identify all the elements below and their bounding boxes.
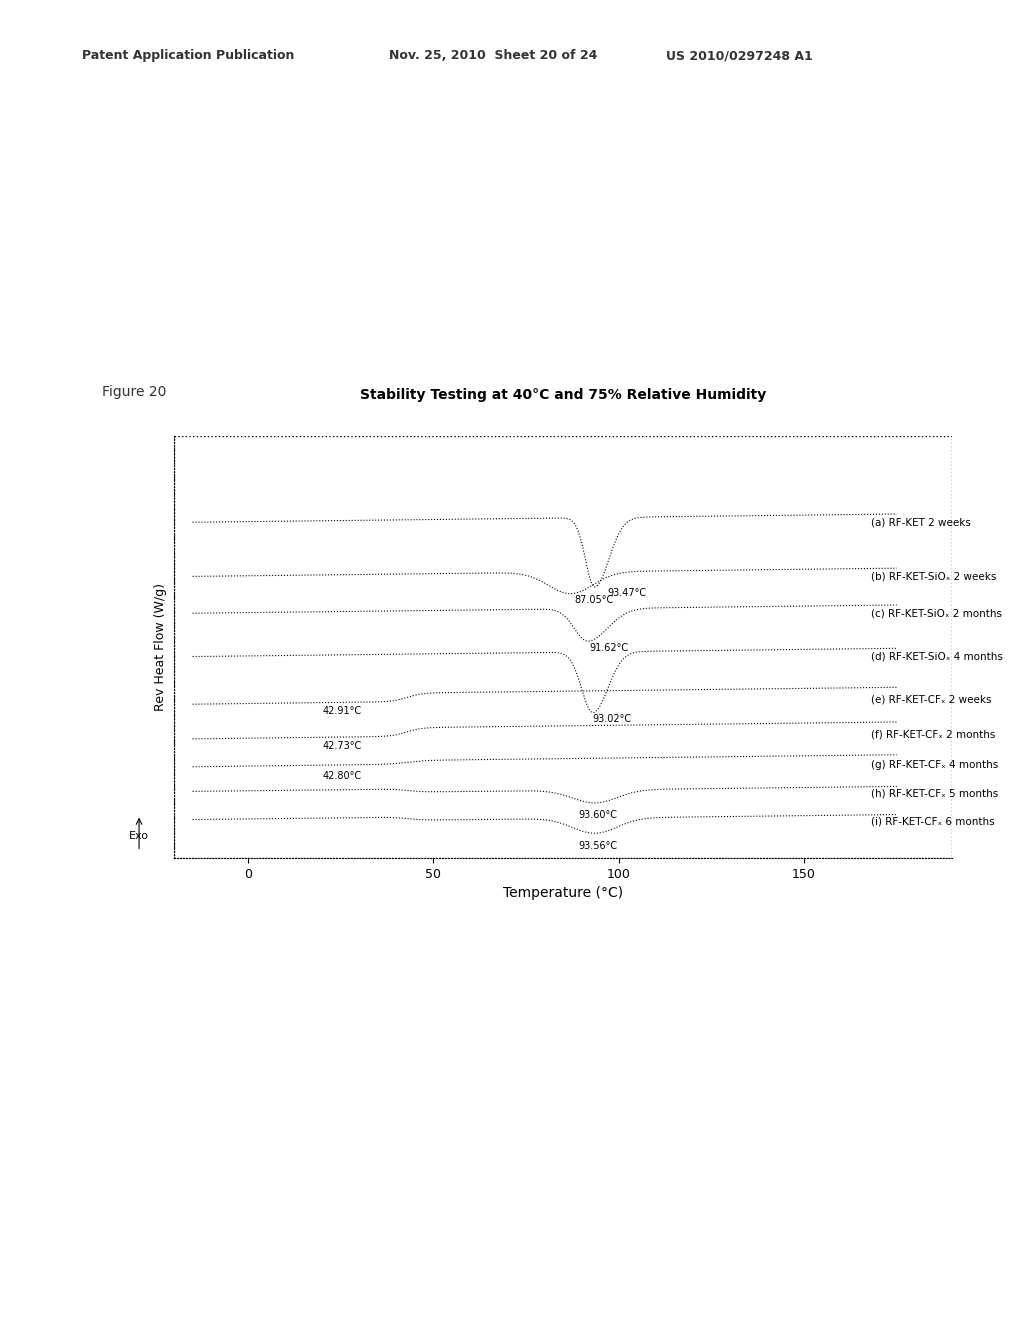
Y-axis label: Rev Heat Flow (W/g): Rev Heat Flow (W/g)	[155, 583, 167, 710]
Text: Patent Application Publication: Patent Application Publication	[82, 49, 294, 62]
Text: 91.62°C: 91.62°C	[589, 643, 629, 653]
Text: (i) RF-KET-CFₓ 6 months: (i) RF-KET-CFₓ 6 months	[870, 816, 994, 826]
Text: (g) RF-KET-CFₓ 4 months: (g) RF-KET-CFₓ 4 months	[870, 760, 998, 770]
X-axis label: Temperature (°C): Temperature (°C)	[503, 886, 624, 900]
Text: 42.91°C: 42.91°C	[323, 706, 361, 717]
Text: Stability Testing at 40°C and 75% Relative Humidity: Stability Testing at 40°C and 75% Relati…	[360, 388, 766, 401]
Text: (h) RF-KET-CFₓ 5 months: (h) RF-KET-CFₓ 5 months	[870, 788, 998, 799]
Text: US 2010/0297248 A1: US 2010/0297248 A1	[666, 49, 812, 62]
Text: Exo: Exo	[129, 830, 150, 841]
Text: (e) RF-KET-CFₓ 2 weeks: (e) RF-KET-CFₓ 2 weeks	[870, 694, 991, 705]
Text: (a) RF-KET 2 weeks: (a) RF-KET 2 weeks	[870, 517, 971, 527]
Text: Nov. 25, 2010  Sheet 20 of 24: Nov. 25, 2010 Sheet 20 of 24	[389, 49, 597, 62]
Text: Figure 20: Figure 20	[102, 385, 167, 399]
Text: 42.80°C: 42.80°C	[323, 771, 361, 781]
Text: (b) RF-KET-SiOₓ 2 weeks: (b) RF-KET-SiOₓ 2 weeks	[870, 572, 996, 581]
Text: (f) RF-KET-CFₓ 2 months: (f) RF-KET-CFₓ 2 months	[870, 730, 995, 739]
Text: (c) RF-KET-SiOₓ 2 months: (c) RF-KET-SiOₓ 2 months	[870, 609, 1001, 618]
Text: 93.47°C: 93.47°C	[607, 589, 647, 598]
Text: 42.73°C: 42.73°C	[323, 741, 361, 751]
Text: 93.56°C: 93.56°C	[578, 841, 617, 850]
Bar	[174, 436, 952, 858]
Text: (d) RF-KET-SiOₓ 4 months: (d) RF-KET-SiOₓ 4 months	[870, 652, 1002, 661]
Text: 93.60°C: 93.60°C	[578, 810, 617, 820]
Text: 93.02°C: 93.02°C	[593, 714, 632, 725]
Text: 87.05°C: 87.05°C	[574, 595, 613, 606]
